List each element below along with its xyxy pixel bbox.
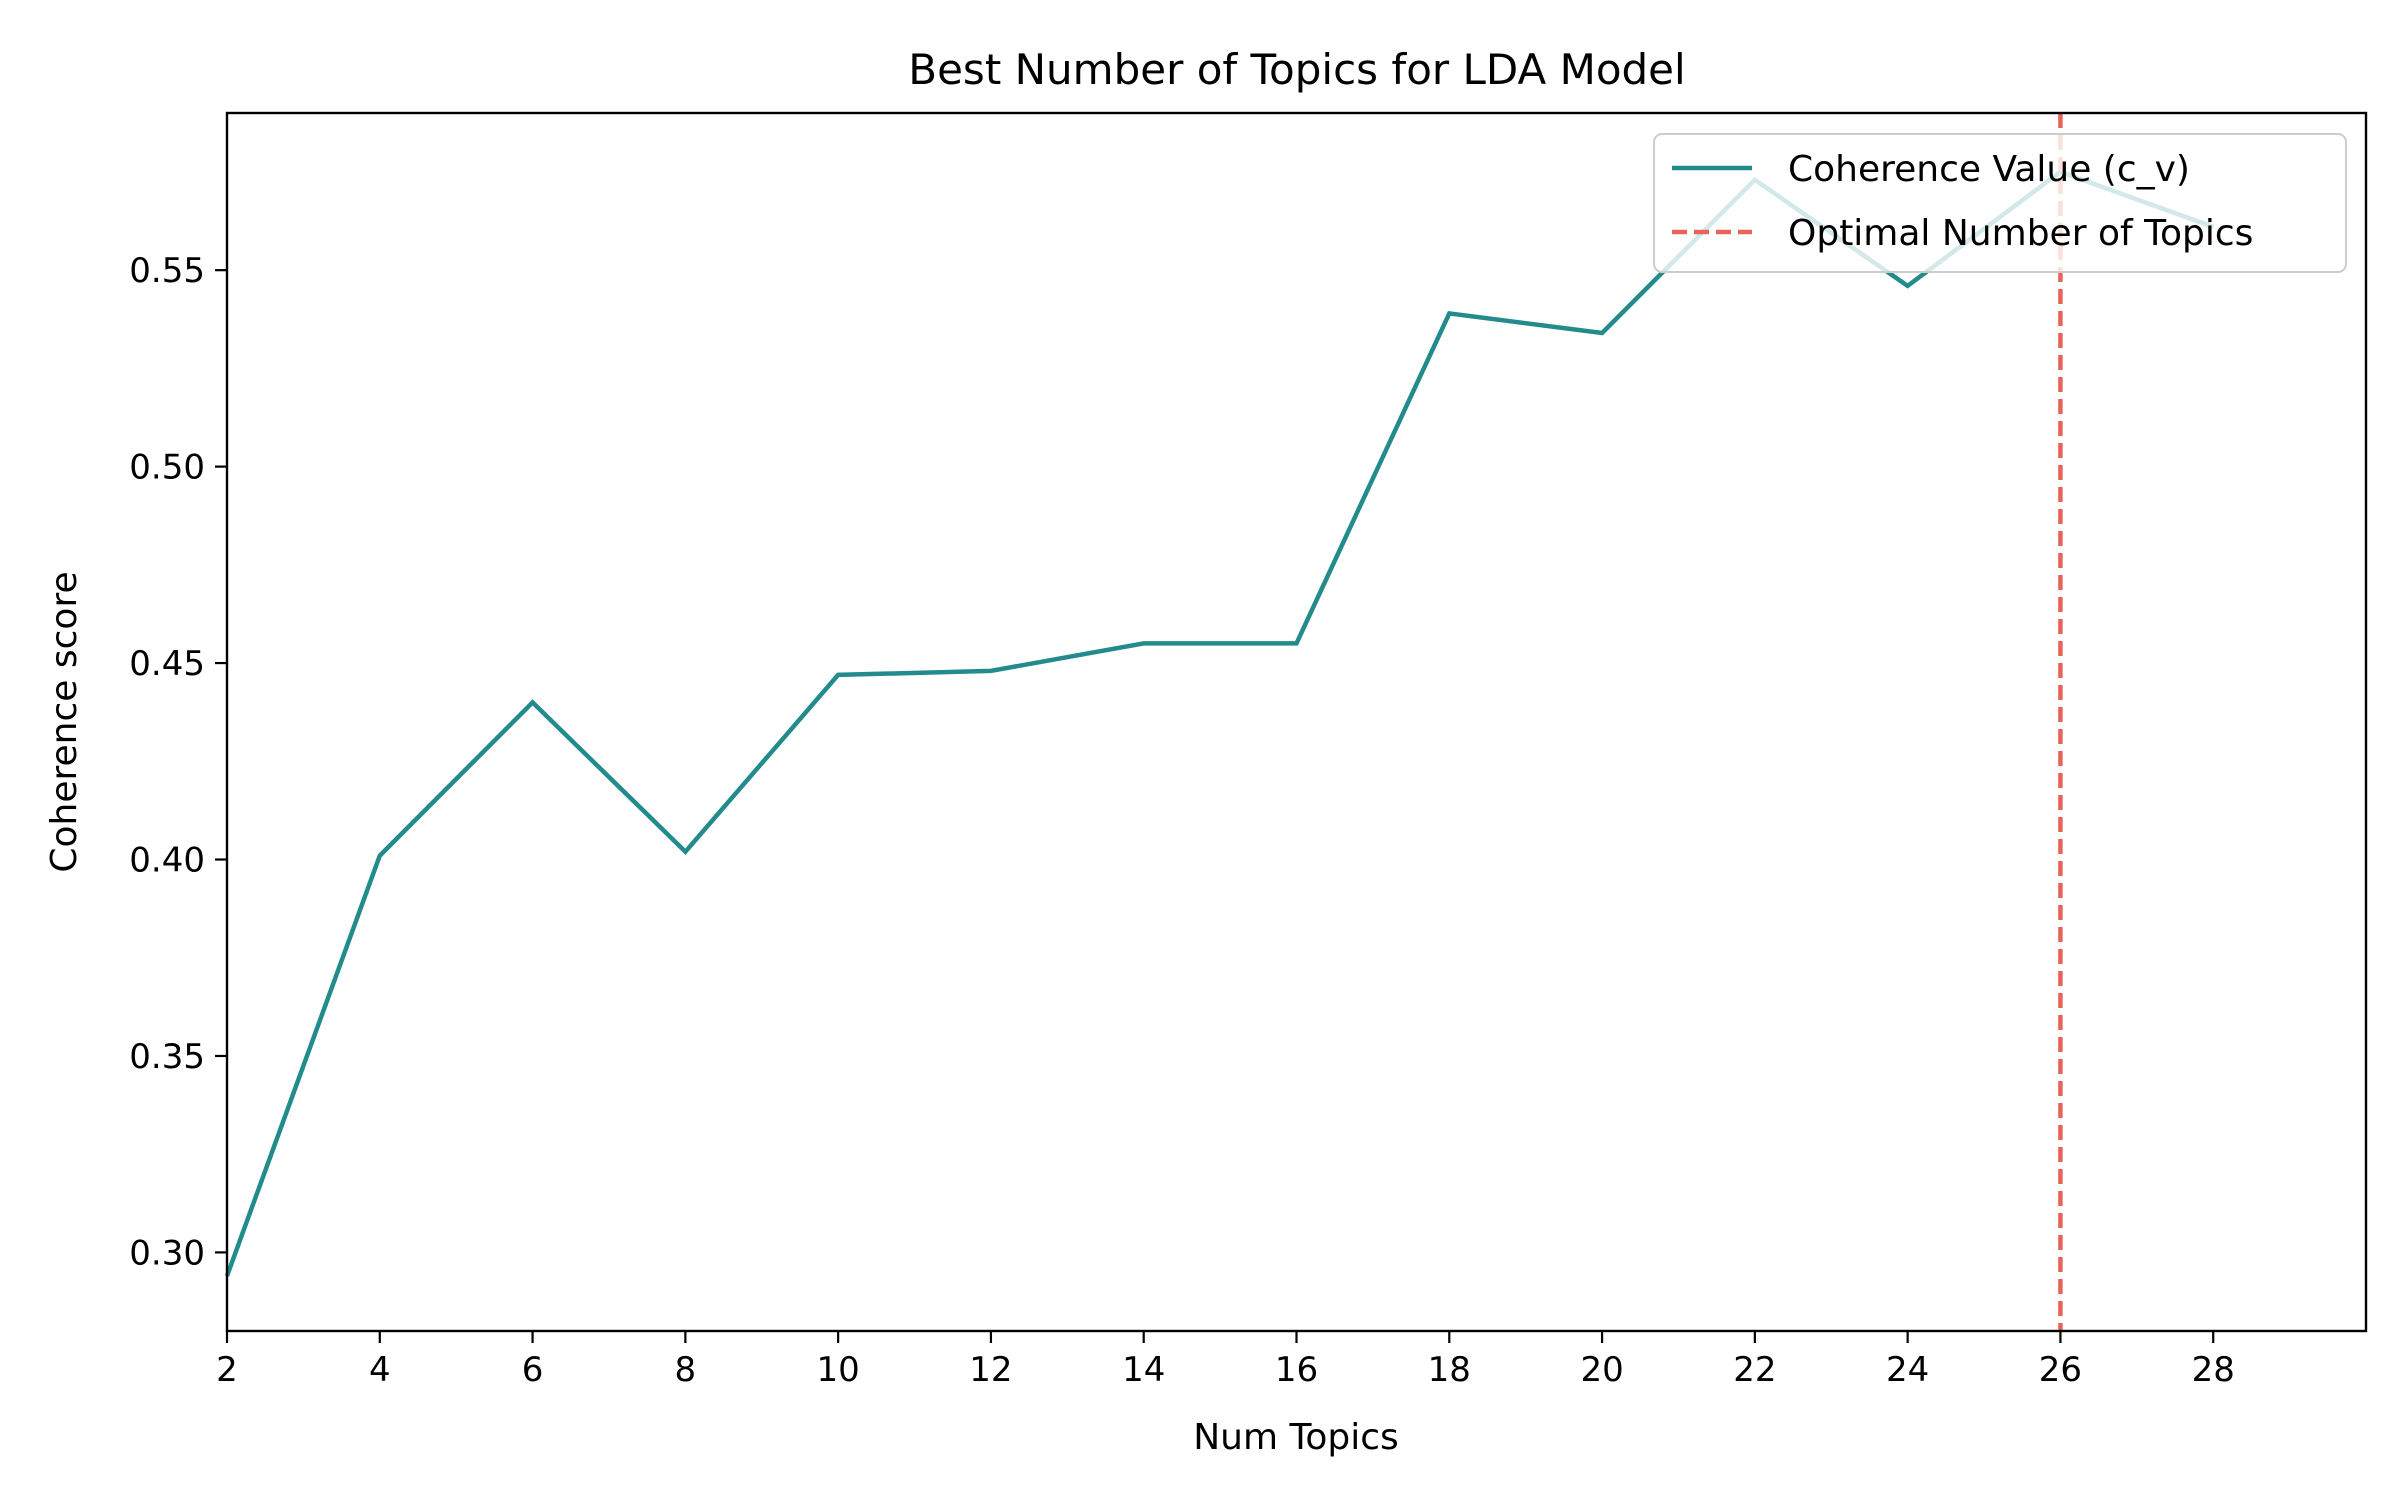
x-tick-label: 22 [1733, 1350, 1776, 1390]
y-tick-label: 0.45 [129, 644, 205, 684]
x-tick-label: 18 [1428, 1350, 1471, 1390]
legend: Coherence Value (c_v) Optimal Number of … [1653, 133, 2347, 273]
chart-title: Best Number of Topics for LDA Model [908, 45, 1685, 94]
x-tick-label: 14 [1122, 1350, 1165, 1390]
x-tick-label: 26 [2039, 1350, 2082, 1390]
x-axis: 2 4 6 8 10 12 14 16 18 20 22 24 26 28 [216, 1331, 2235, 1390]
y-tick-label: 0.30 [129, 1233, 205, 1273]
x-tick-label: 6 [522, 1350, 544, 1390]
x-tick-label: 24 [1886, 1350, 1929, 1390]
legend-label-coherence: Coherence Value (c_v) [1788, 149, 2190, 190]
y-tick-label: 0.35 [129, 1037, 205, 1077]
x-tick-label: 28 [2192, 1350, 2235, 1390]
x-tick-label: 2 [216, 1350, 238, 1390]
x-tick-label: 8 [675, 1350, 697, 1390]
legend-label-optimal: Optimal Number of Topics [1788, 213, 2253, 254]
x-tick-label: 4 [369, 1350, 391, 1390]
x-tick-label: 12 [969, 1350, 1012, 1390]
y-axis-label: Coherence score [44, 571, 85, 872]
y-tick-label: 0.55 [129, 251, 205, 291]
y-axis: 0.30 0.35 0.40 0.45 0.50 0.55 [129, 251, 227, 1273]
y-tick-label: 0.50 [129, 448, 205, 488]
x-tick-label: 10 [817, 1350, 860, 1390]
x-tick-label: 20 [1580, 1350, 1623, 1390]
x-axis-label: Num Topics [1193, 1417, 1399, 1458]
legend-box [1653, 133, 2347, 273]
x-tick-label: 16 [1275, 1350, 1318, 1390]
y-tick-label: 0.40 [129, 841, 205, 881]
plot-frame [225, 111, 2368, 1333]
